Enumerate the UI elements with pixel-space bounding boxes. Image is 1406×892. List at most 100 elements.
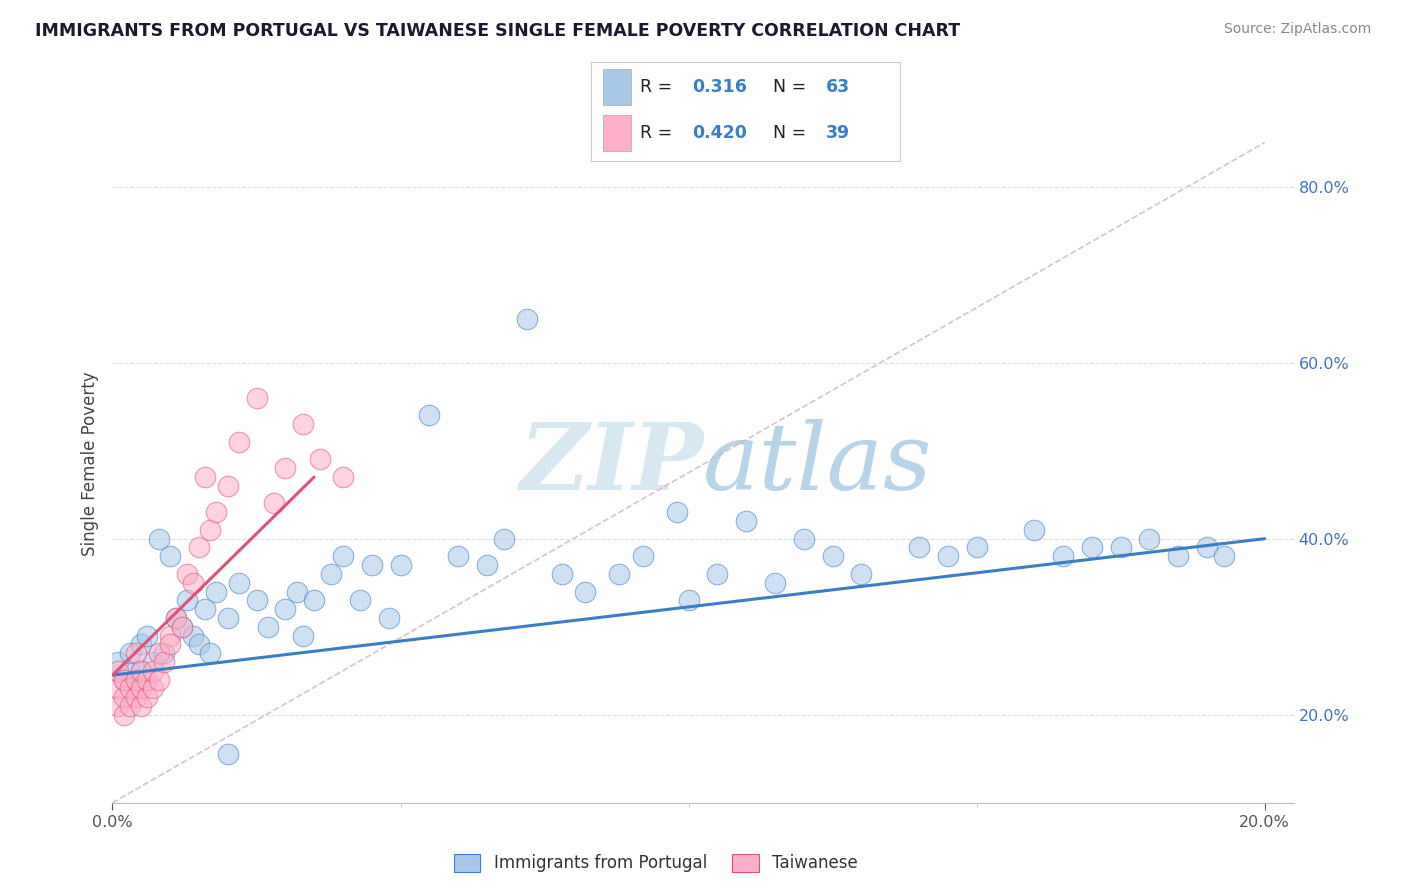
Point <box>112 673 135 687</box>
Text: N =: N = <box>773 124 811 142</box>
Point <box>418 409 440 423</box>
Point <box>181 628 204 642</box>
Point <box>666 505 689 519</box>
Point <box>107 655 129 669</box>
Point <box>200 523 222 537</box>
Point <box>112 707 135 722</box>
Point <box>176 566 198 581</box>
Point <box>389 558 412 573</box>
Point <box>936 549 959 564</box>
Point <box>142 664 165 678</box>
Point <box>124 646 146 660</box>
Text: 63: 63 <box>825 78 849 96</box>
Point <box>129 698 152 713</box>
Point <box>1109 541 1132 555</box>
Point <box>1052 549 1074 564</box>
Point <box>187 541 209 555</box>
Point <box>159 628 181 642</box>
Text: 0.316: 0.316 <box>693 78 748 96</box>
Point <box>274 602 297 616</box>
Point <box>142 655 165 669</box>
Point <box>821 549 844 564</box>
Point <box>107 664 129 678</box>
Point <box>181 575 204 590</box>
Point <box>302 593 325 607</box>
Bar <box>603 70 631 104</box>
Text: atlas: atlas <box>703 419 932 508</box>
Point <box>378 611 401 625</box>
Point <box>609 566 631 581</box>
Point <box>118 681 141 696</box>
Point <box>966 541 988 555</box>
Point <box>321 566 343 581</box>
Point <box>291 417 314 432</box>
Text: N =: N = <box>773 78 811 96</box>
Point <box>118 646 141 660</box>
Point <box>349 593 371 607</box>
Point <box>107 681 129 696</box>
Point <box>1167 549 1189 564</box>
Point <box>194 602 217 616</box>
Point <box>1081 541 1104 555</box>
Point <box>678 593 700 607</box>
Point <box>205 584 228 599</box>
Point <box>118 698 141 713</box>
Point <box>159 549 181 564</box>
Point <box>165 611 187 625</box>
Point <box>1024 523 1046 537</box>
Point <box>205 505 228 519</box>
Point <box>124 673 146 687</box>
Point <box>129 664 152 678</box>
Point <box>574 584 596 599</box>
Point <box>475 558 498 573</box>
Point <box>194 470 217 484</box>
Point <box>170 620 193 634</box>
Bar <box>603 115 631 151</box>
Point <box>170 620 193 634</box>
Point <box>735 514 758 528</box>
Point <box>136 690 159 705</box>
Point <box>285 584 308 599</box>
Point <box>1213 549 1236 564</box>
Point <box>112 673 135 687</box>
Point <box>112 690 135 705</box>
Point <box>360 558 382 573</box>
Point <box>129 664 152 678</box>
Point <box>129 681 152 696</box>
Point <box>153 646 176 660</box>
Point <box>136 673 159 687</box>
Point <box>706 566 728 581</box>
Point <box>309 452 332 467</box>
Point <box>245 593 267 607</box>
Point <box>217 611 239 625</box>
Point <box>516 311 538 326</box>
Point <box>291 628 314 642</box>
Point <box>118 664 141 678</box>
Point <box>257 620 280 634</box>
Point <box>263 496 285 510</box>
Point <box>187 637 209 651</box>
Point <box>153 655 176 669</box>
Point <box>551 566 574 581</box>
Text: R =: R = <box>640 124 678 142</box>
Text: Source: ZipAtlas.com: Source: ZipAtlas.com <box>1223 22 1371 37</box>
Point <box>148 646 170 660</box>
Point <box>107 698 129 713</box>
Point <box>763 575 786 590</box>
Point <box>159 637 181 651</box>
Point <box>494 532 516 546</box>
Point <box>165 611 187 625</box>
Point <box>793 532 815 546</box>
Point <box>274 461 297 475</box>
Point <box>447 549 470 564</box>
Point <box>228 434 250 449</box>
Point <box>124 690 146 705</box>
Point <box>176 593 198 607</box>
Point <box>148 673 170 687</box>
Point <box>124 673 146 687</box>
Point <box>142 681 165 696</box>
Point <box>245 391 267 405</box>
Text: ZIP: ZIP <box>519 419 703 508</box>
Point <box>217 747 239 762</box>
Point <box>148 532 170 546</box>
